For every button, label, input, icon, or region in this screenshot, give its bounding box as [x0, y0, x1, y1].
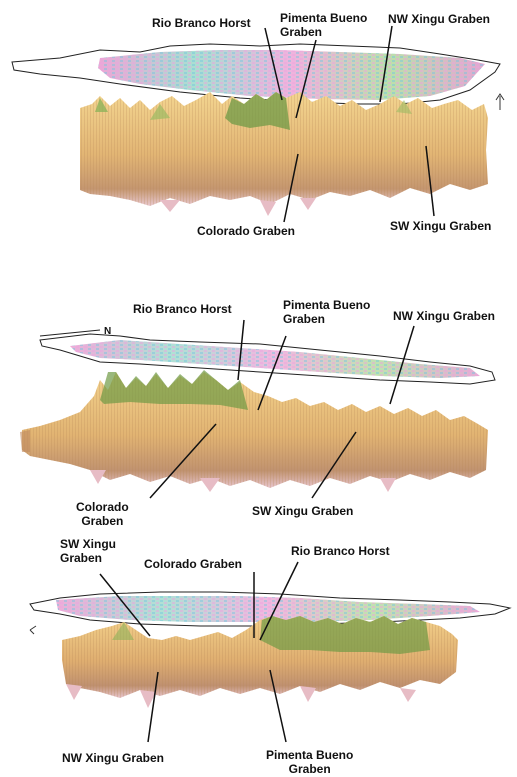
label-sw-xingu-graben-2: SW Xingu Graben: [252, 504, 354, 518]
north-marker-2: N: [104, 326, 112, 337]
label-sw-xingu-graben-3: SW Xingu Graben: [60, 537, 116, 565]
label-sw-xingu-graben-1: SW Xingu Graben: [390, 219, 492, 233]
label-pimenta-bueno-graben-3-line1: Pimenta Bueno: [266, 748, 354, 762]
label-pimenta-bueno-graben-3: Pimenta Bueno Graben: [266, 748, 353, 776]
label-sw-xingu-graben-3-line2: Graben: [60, 551, 103, 565]
label-colorado-graben-3: Colorado Graben: [144, 557, 243, 571]
label-colorado-graben-2: Colorado Graben: [76, 500, 129, 528]
label-colorado-graben-2-line2: Graben: [81, 514, 124, 528]
label-pimenta-bueno-graben-1: Pimenta Bueno Graben: [280, 11, 367, 39]
label-nw-xingu-graben-3: NW Xingu Graben: [62, 751, 164, 765]
label-pimenta-bueno-graben-1-line1: Pimenta Bueno: [280, 11, 368, 25]
label-pimenta-bueno-graben-2: Pimenta Bueno Graben: [283, 298, 370, 326]
label-nw-xingu-graben-2: NW Xingu Graben: [393, 309, 495, 323]
label-sw-xingu-graben-3-line1: SW Xingu: [60, 537, 116, 551]
label-pimenta-bueno-graben-1-line2: Graben: [280, 25, 323, 39]
label-colorado-graben-2-line1: Colorado: [76, 500, 129, 514]
label-colorado-graben-1: Colorado Graben: [197, 224, 296, 238]
label-pimenta-bueno-graben-2-line1: Pimenta Bueno: [283, 298, 371, 312]
label-pimenta-bueno-graben-3-line2: Graben: [288, 762, 331, 776]
label-nw-xingu-graben-1: NW Xingu Graben: [388, 12, 490, 26]
label-rio-branco-horst-1: Rio Branco Horst: [152, 16, 251, 30]
label-rio-branco-horst-3: Rio Branco Horst: [291, 544, 390, 558]
label-pimenta-bueno-graben-2-line2: Graben: [283, 312, 326, 326]
label-rio-branco-horst-2: Rio Branco Horst: [133, 302, 232, 316]
